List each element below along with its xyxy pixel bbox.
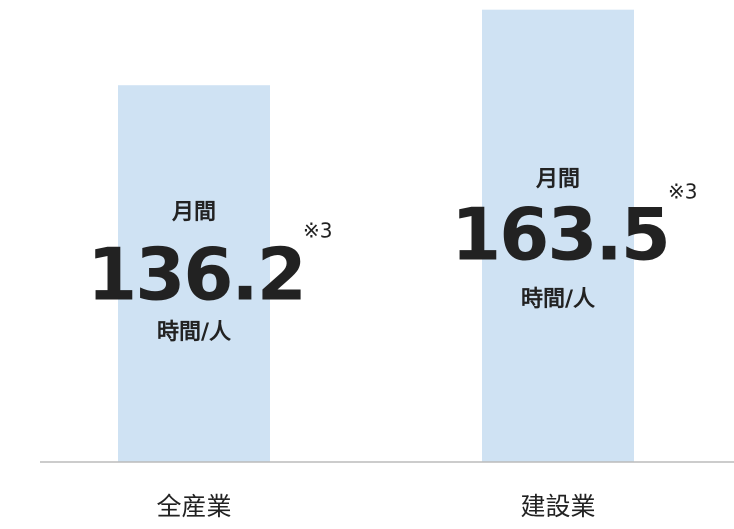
bar — [482, 9, 634, 462]
label-prefix: 月間 — [535, 167, 580, 192]
label-suffix: 時間/人 — [157, 320, 231, 345]
value-label: 136.2 — [87, 233, 305, 317]
note: ※3 — [303, 219, 332, 243]
bar — [118, 85, 270, 462]
note: ※3 — [668, 180, 697, 204]
label-prefix: 月間 — [171, 200, 216, 225]
label-suffix: 時間/人 — [521, 287, 595, 312]
x-tick-label: 建設業 — [520, 492, 595, 521]
x-tick-label: 全産業 — [156, 492, 231, 521]
value-label: 163.5 — [451, 193, 669, 277]
